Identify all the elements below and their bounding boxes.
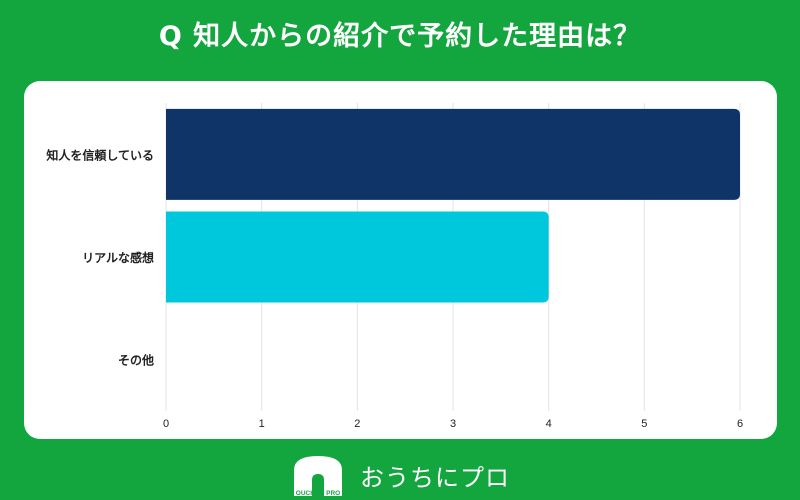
bar-1 <box>166 108 740 200</box>
chart-card: 0 1 2 3 4 5 6 知人を信頼しているリアルな感想その他 <box>24 81 777 439</box>
category-label: リアルな感想 <box>82 250 154 265</box>
x-tick-label: 5 <box>641 418 647 430</box>
brand-name: おうちにプロ <box>360 463 510 492</box>
x-tick-label: 6 <box>737 418 743 430</box>
category-label: 知人を信頼している <box>45 147 154 162</box>
x-tick-label: 4 <box>546 418 552 430</box>
x-tick-label: 3 <box>450 418 456 430</box>
logo-text: OUCHI ni PRO <box>296 490 340 497</box>
house-logo-icon: OUCHI ni PRO <box>294 456 342 497</box>
x-tick-label: 0 <box>163 418 169 430</box>
footer: OUCHI ni PRO おうちにプロ <box>0 450 800 500</box>
category-label: その他 <box>118 353 154 368</box>
bar-2 <box>166 211 549 303</box>
chart-title: Q 知人からの紹介で予約した理由は？ <box>158 21 642 52</box>
x-tick-label: 1 <box>259 418 265 430</box>
x-tick-label: 2 <box>354 418 360 430</box>
